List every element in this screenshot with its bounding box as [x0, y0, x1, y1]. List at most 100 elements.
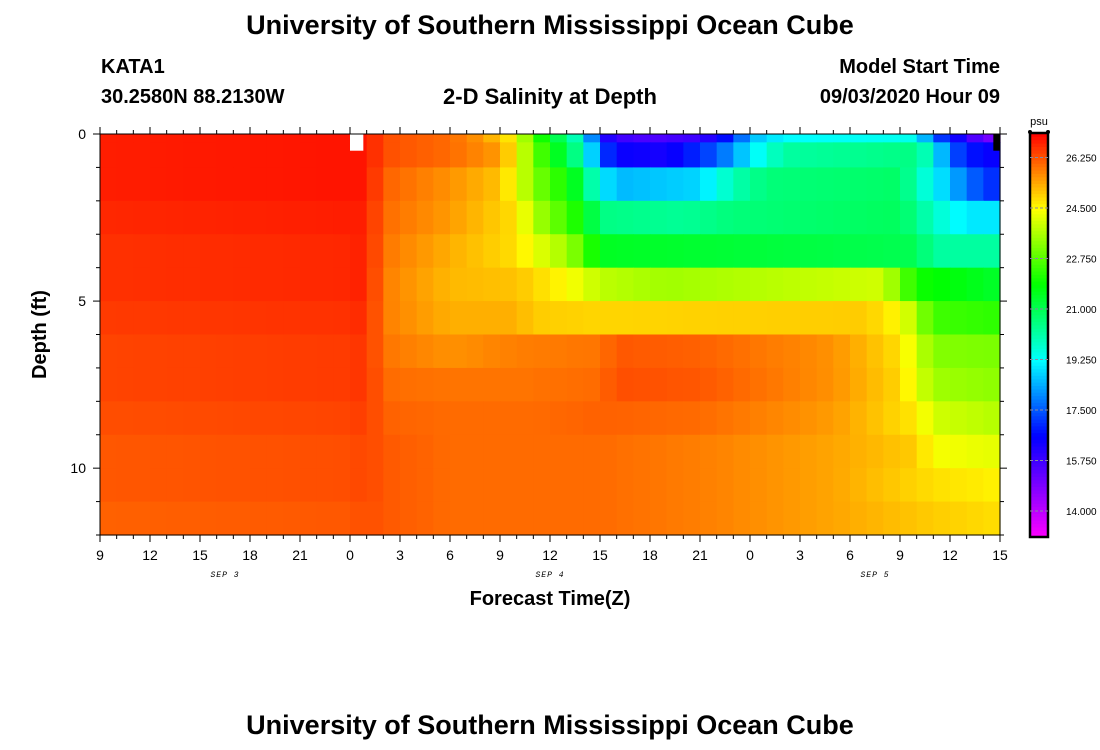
heatmap-cell: [433, 501, 451, 536]
colorbar-segment: [1030, 297, 1048, 302]
x-axis-label: Forecast Time(Z): [470, 588, 631, 610]
heatmap-cell: [133, 468, 151, 503]
heatmap-cell: [100, 501, 118, 536]
heatmap-cell: [200, 301, 218, 336]
heatmap-cell: [150, 367, 168, 402]
heatmap-cell: [950, 501, 968, 536]
heatmap-cell: [433, 200, 451, 235]
heatmap-cell: [183, 334, 201, 369]
heatmap-cell: [750, 234, 768, 269]
heatmap-cell: [550, 501, 568, 536]
heatmap-cell: [500, 134, 518, 143]
heatmap-cell: [516, 401, 534, 436]
heatmap-cell: [283, 234, 301, 269]
heatmap-cell: [666, 234, 684, 269]
heatmap-cell: [183, 142, 201, 169]
heatmap-cell: [550, 134, 568, 143]
heatmap-cell: [933, 267, 951, 302]
heatmap-cell: [800, 142, 818, 169]
heatmap-cell: [100, 367, 118, 402]
heatmap-cell: [533, 401, 551, 436]
heatmap-cell: [533, 367, 551, 402]
heatmap-cell: [116, 301, 134, 336]
heatmap-cell: [433, 334, 451, 369]
heatmap-cell: [400, 468, 418, 503]
heatmap-cell: [300, 134, 318, 143]
heatmap-cell: [366, 301, 384, 336]
heatmap-cell: [833, 301, 851, 336]
heatmap-cell: [150, 234, 168, 269]
heatmap-cell: [166, 401, 184, 436]
heatmap-cell: [366, 468, 384, 503]
colorbar-segment: [1030, 257, 1048, 262]
heatmap-cell: [883, 234, 901, 269]
heatmap-cell: [250, 501, 268, 536]
colorbar-segment: [1030, 486, 1048, 491]
heatmap-cell: [133, 142, 151, 169]
heatmap-cell: [883, 468, 901, 503]
heatmap-cell: [733, 142, 751, 169]
heatmap-cell: [500, 367, 518, 402]
heatmap-cell: [933, 167, 951, 202]
model-start-label: Model Start Time: [839, 56, 1000, 78]
heatmap-cell: [716, 134, 734, 143]
heatmap-cell: [466, 434, 484, 469]
heatmap-cell: [666, 367, 684, 402]
heatmap-cell: [566, 468, 584, 503]
colorbar-segment: [1030, 483, 1048, 487]
heatmap-cell: [233, 367, 251, 402]
heatmap-cell: [700, 200, 718, 235]
heatmap-cell: [183, 501, 201, 536]
heatmap-cell: [716, 501, 734, 536]
heatmap-cell: [416, 334, 434, 369]
heatmap-cell: [766, 142, 784, 169]
heatmap-cell: [683, 434, 701, 469]
colorbar-segment: [1030, 452, 1048, 457]
heatmap-cell: [983, 501, 1001, 536]
heatmap-cell: [916, 401, 934, 436]
heatmap-cell: [150, 142, 168, 169]
heatmap-cell: [816, 334, 834, 369]
heatmap-cell: [600, 134, 618, 143]
heatmap-cell: [750, 267, 768, 302]
x-tick-label: 3: [396, 547, 404, 563]
colorbar-segment: [1030, 402, 1048, 407]
heatmap-cell: [550, 468, 568, 503]
heatmap-cell: [550, 142, 568, 169]
heatmap-cell: [483, 468, 501, 503]
heatmap-cell: [666, 434, 684, 469]
heatmap-cell: [283, 334, 301, 369]
colorbar-segment: [1030, 277, 1048, 282]
heatmap-cell: [116, 134, 134, 143]
heatmap-cell: [816, 401, 834, 436]
heatmap-cell: [733, 401, 751, 436]
heatmap-cell: [216, 234, 234, 269]
colorbar-segment: [1030, 466, 1048, 471]
colorbar-segment: [1030, 287, 1048, 292]
heatmap-cell: [783, 167, 801, 202]
heatmap-cell: [366, 501, 384, 536]
colorbar-segment: [1030, 368, 1048, 373]
heatmap-cell: [183, 367, 201, 402]
heatmap-cell: [333, 367, 351, 402]
colorbar-segment: [1030, 210, 1048, 215]
colorbar-segment: [1030, 345, 1048, 349]
heatmap-cell: [433, 234, 451, 269]
heatmap-cell: [650, 167, 668, 202]
heatmap-cell: [833, 501, 851, 536]
heatmap-cell: [983, 134, 1001, 143]
heatmap-cell: [166, 434, 184, 469]
heatmap-cell: [150, 401, 168, 436]
x-tick-label: 9: [96, 547, 104, 563]
heatmap-cell: [666, 200, 684, 235]
colorbar-segment: [1030, 335, 1048, 339]
heatmap-cell: [366, 334, 384, 369]
colorbar-segment: [1030, 190, 1048, 195]
colorbar-segment: [1030, 284, 1048, 289]
heatmap-cell: [450, 301, 468, 336]
heatmap-cell: [133, 501, 151, 536]
heatmap-cell: [666, 301, 684, 336]
heatmap-cell: [633, 167, 651, 202]
heatmap-cell: [550, 267, 568, 302]
colorbar-segment: [1030, 493, 1048, 498]
